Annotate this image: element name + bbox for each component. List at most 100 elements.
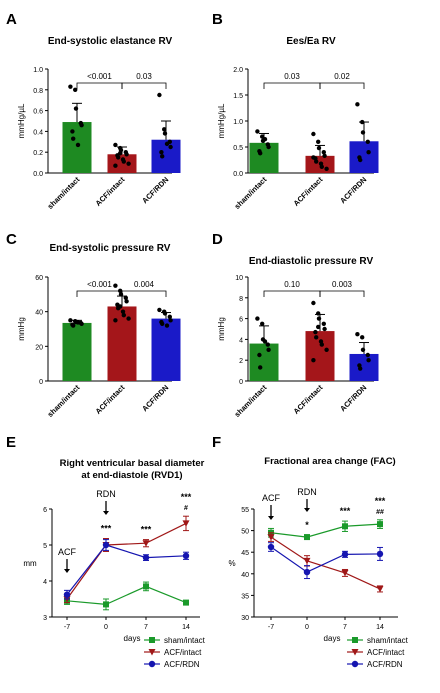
p-value-label: 0.004 (134, 280, 155, 289)
data-point (360, 347, 366, 352)
data-point (322, 153, 327, 159)
y-tick-label: 20 (35, 344, 43, 351)
x-tick-label: 7 (144, 624, 148, 631)
event-label: ACF (262, 493, 281, 503)
x-tick-label: ACF/intact (292, 383, 325, 416)
data-point (313, 329, 318, 335)
series-marker (376, 550, 384, 558)
data-point (366, 358, 371, 363)
x-tick-label: ACF/intact (292, 175, 325, 208)
bar (249, 343, 279, 381)
data-point (316, 145, 322, 151)
data-point (311, 131, 316, 137)
y-tick-label: 0 (39, 379, 43, 386)
x-tick-label: ACF/intact (94, 175, 127, 208)
series-marker (183, 599, 189, 606)
data-point (116, 155, 121, 160)
series-marker (342, 523, 348, 530)
data-point (316, 324, 321, 330)
event-arrowhead (103, 511, 109, 515)
data-point (167, 314, 172, 320)
p-value-label: <0.001 (87, 280, 112, 289)
data-point (113, 318, 118, 323)
bar (107, 154, 137, 173)
y-tick-label: 0 (239, 379, 243, 386)
series-marker (376, 585, 384, 593)
data-point (266, 347, 271, 352)
data-point (365, 352, 370, 358)
y-tick-label: 0.0 (33, 171, 43, 178)
series-marker (148, 660, 156, 668)
data-point (126, 316, 131, 321)
data-point (160, 154, 165, 159)
data-point (358, 157, 363, 163)
data-point (360, 119, 365, 125)
series-line (270, 523, 381, 538)
x-tick-label: -7 (64, 624, 70, 631)
data-point (258, 151, 263, 156)
x-tick-label: 7 (343, 624, 347, 631)
data-point (266, 144, 271, 150)
x-tick-label: -7 (268, 624, 274, 631)
y-tick-label: 35 (241, 593, 249, 600)
comparison-bracket (121, 82, 167, 89)
data-point (79, 122, 84, 128)
y-axis-label: mm (23, 559, 37, 568)
x-tick-label: sham/intact (46, 175, 82, 211)
data-point (164, 323, 170, 328)
comparison-bracket (76, 290, 123, 297)
data-point (316, 311, 321, 316)
series-marker (102, 541, 110, 549)
significance-mark: *** (375, 496, 386, 506)
significance-mark: ## (376, 509, 384, 516)
data-point (360, 130, 366, 135)
data-point (322, 326, 327, 332)
data-point (319, 342, 324, 347)
panel-a: A End-systolic elastance RV 0.0 0.2 0.4 0.6 0.… (6, 11, 181, 211)
chart-title: End-systolic elastance RV (48, 36, 173, 47)
series-line (270, 536, 381, 590)
chart-title: End-systolic pressure RV (50, 243, 171, 254)
series-marker (303, 568, 311, 576)
data-point (321, 150, 326, 155)
y-tick-label: 4 (43, 579, 47, 586)
data-point (120, 309, 126, 314)
significance-mark: *** (340, 506, 351, 516)
data-point (118, 304, 123, 309)
y-tick-label: 45 (241, 550, 249, 557)
series-marker (182, 552, 190, 559)
bar (349, 353, 379, 381)
x-tick-label: 0 (104, 624, 108, 631)
data-point (121, 312, 127, 318)
data-point (265, 342, 270, 347)
series-marker (267, 543, 275, 551)
panel-letter: D (212, 231, 223, 248)
series-marker (304, 534, 310, 541)
series-marker (341, 569, 349, 577)
p-value-label: 0.003 (332, 280, 353, 289)
data-point (113, 142, 118, 148)
x-tick-label: ACF/RDN (338, 383, 368, 413)
series-marker (351, 649, 359, 656)
chart-title: Ees/Ea RV (286, 36, 336, 47)
data-point (121, 159, 127, 164)
legend-label: sham/intact (164, 636, 206, 645)
y-tick-label: 40 (35, 310, 43, 317)
y-tick-label: 10 (235, 275, 243, 282)
data-point (255, 316, 260, 321)
y-tick-label: 6 (43, 507, 47, 514)
x-tick-label: 0 (305, 624, 309, 631)
y-tick-label: 1.0 (233, 119, 243, 126)
data-point (311, 155, 316, 160)
data-point (257, 352, 262, 358)
x-tick-label: ACF/RDN (140, 383, 170, 413)
legend-label: ACF/RDN (164, 660, 200, 669)
y-tick-label: 2.0 (233, 67, 243, 74)
series-marker (352, 637, 358, 643)
data-point (355, 332, 360, 337)
comparison-bracket (121, 290, 167, 297)
bar (107, 306, 137, 381)
y-tick-label: 0.0 (233, 171, 243, 178)
